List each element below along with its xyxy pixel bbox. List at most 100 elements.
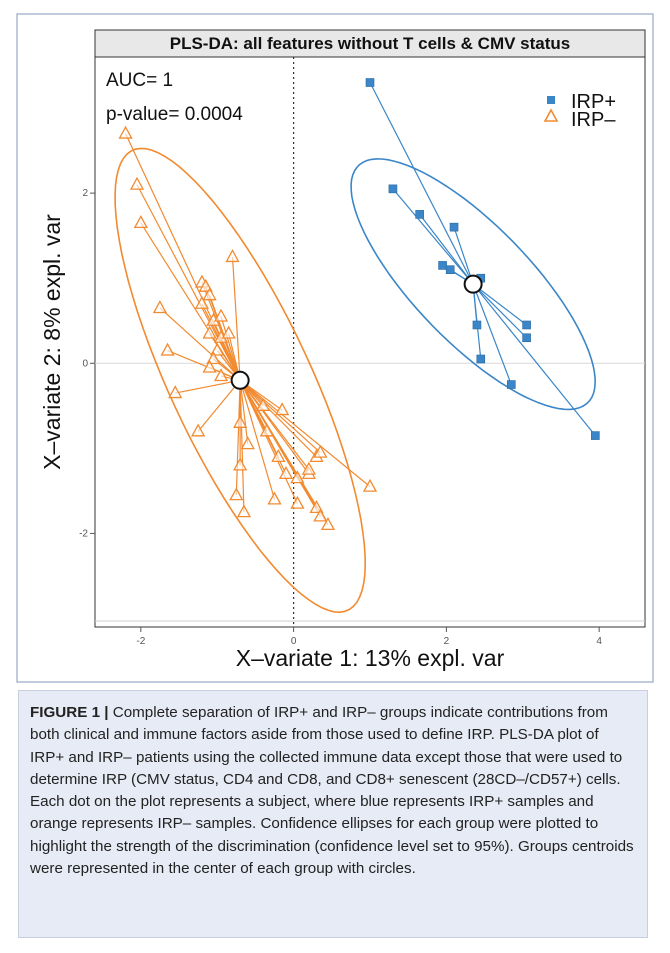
figure-frame — [16, 13, 654, 683]
data-point-irp-neg — [160, 342, 175, 356]
data-point-irp-neg — [278, 466, 294, 480]
x-tick-label: 4 — [596, 636, 602, 647]
data-point-irp-neg — [191, 423, 206, 437]
centroid-spoke-irp-pos — [472, 283, 527, 326]
centroid-spoke-irp-neg — [231, 256, 241, 381]
y-tick-label: 2 — [82, 188, 88, 199]
data-point-irp-neg — [194, 295, 210, 309]
data-point-irp-neg — [206, 351, 221, 365]
centroid-spoke-irp-pos — [419, 214, 474, 285]
data-point-irp-neg — [320, 517, 336, 531]
figure-caption: FIGURE 1 | Complete separation of IRP+ a… — [30, 702, 635, 880]
legend-marker-irp-pos — [547, 96, 555, 104]
data-point-irp-neg — [202, 287, 217, 301]
data-point-irp-pos — [365, 78, 375, 87]
y-axis-label: X–variate 2: 8% expl. var — [39, 214, 65, 470]
y-tick-label: 0 — [82, 358, 88, 369]
auc-annotation: AUC= 1 — [106, 70, 173, 91]
data-point-irp-neg — [240, 436, 255, 450]
centroid-spoke-irp-neg — [175, 379, 241, 394]
legend-label-irp-neg: IRP– — [571, 109, 616, 131]
data-point-irp-pos — [415, 210, 424, 219]
x-tick-label: -2 — [136, 636, 145, 647]
centroid-spoke-irp-neg — [239, 380, 245, 513]
data-point-irp-neg — [198, 278, 213, 292]
centroid-spoke-irp-neg — [239, 379, 317, 458]
data-point-irp-neg — [118, 125, 133, 139]
data-point-irp-neg — [229, 487, 244, 501]
data-point-irp-neg — [152, 300, 168, 314]
data-point-irp-neg — [233, 414, 248, 428]
centroid-spoke-irp-pos — [472, 283, 596, 436]
centroid-spoke-irp-neg — [235, 380, 241, 496]
centroid-spoke-irp-pos — [392, 188, 474, 285]
centroid-spoke-irp-pos — [472, 283, 528, 339]
plot-panel — [94, 56, 646, 628]
caption-body: Complete separation of IRP+ and IRP– gro… — [30, 704, 634, 878]
data-point-irp-neg — [362, 478, 378, 492]
data-point-irp-neg — [271, 448, 286, 463]
data-point-irp-neg — [225, 249, 240, 263]
data-point-irp-neg — [210, 342, 225, 356]
centroid-spoke-irp-neg — [159, 307, 241, 381]
data-point-irp-neg — [236, 504, 252, 518]
data-point-irp-pos — [522, 320, 531, 330]
centroid-spoke-irp-pos — [453, 226, 474, 285]
data-point-irp-pos — [445, 265, 455, 274]
centroid-spoke-irp-neg — [239, 379, 310, 470]
data-point-irp-neg — [213, 308, 229, 322]
centroid-irp-pos — [463, 274, 483, 294]
data-point-irp-neg — [221, 325, 236, 339]
data-point-irp-neg — [255, 397, 271, 411]
data-point-irp-pos — [591, 431, 600, 440]
caption-label: FIGURE 1 | — [30, 704, 109, 721]
confidence-ellipse-irp-neg — [114, 147, 367, 614]
data-point-irp-neg — [133, 215, 148, 229]
centroid-spoke-irp-neg — [239, 379, 371, 488]
data-point-irp-neg — [309, 500, 324, 514]
data-point-irp-neg — [275, 402, 290, 416]
pls-da-chart: PLS-DA: all features without T cells & C… — [16, 13, 654, 683]
data-point-irp-neg — [290, 495, 305, 509]
chart-title: PLS-DA: all features without T cells & C… — [170, 34, 571, 53]
y-tick-label: -2 — [79, 528, 88, 539]
centroid-spoke-irp-neg — [239, 380, 276, 500]
data-point-irp-pos — [507, 380, 516, 389]
caption-box — [18, 690, 648, 938]
confidence-ellipse-irp-pos — [350, 158, 596, 411]
centroid-spoke-irp-neg — [239, 379, 321, 454]
data-point-irp-neg — [202, 359, 217, 373]
centroid-spoke-irp-neg — [239, 379, 329, 526]
data-point-irp-neg — [290, 470, 305, 484]
x-tick-label: 2 — [444, 636, 450, 647]
data-point-irp-neg — [213, 368, 229, 382]
centroid-irp-neg — [230, 370, 250, 390]
legend-marker-irp-neg — [543, 108, 559, 122]
x-axis-label: X–variate 1: 13% expl. var — [236, 645, 505, 671]
x-tick-label: 0 — [291, 636, 297, 647]
data-point-irp-neg — [313, 508, 328, 522]
centroid-spoke-irp-pos — [472, 283, 512, 385]
data-point-irp-pos — [388, 184, 398, 194]
data-point-irp-neg — [129, 176, 145, 190]
pvalue-annotation: p-value= 0.0004 — [106, 104, 243, 125]
data-point-irp-pos — [449, 222, 459, 232]
centroid-spoke-irp-neg — [136, 184, 241, 381]
centroid-spoke-irp-neg — [197, 379, 241, 432]
data-point-irp-pos — [522, 333, 531, 343]
centroid-spoke-irp-neg — [239, 380, 298, 504]
data-point-irp-pos — [472, 320, 482, 330]
data-point-irp-pos — [438, 261, 447, 270]
data-point-irp-pos — [476, 354, 486, 364]
data-point-irp-neg — [267, 491, 282, 505]
data-point-irp-neg — [301, 461, 316, 475]
data-point-irp-neg — [202, 325, 217, 339]
data-point-irp-neg — [233, 457, 248, 471]
data-point-irp-neg — [259, 423, 274, 437]
centroid-spoke-irp-neg — [239, 380, 249, 445]
legend-label-irp-pos: IRP+ — [571, 91, 616, 113]
data-point-irp-neg — [313, 444, 328, 458]
centroid-spoke-irp-pos — [369, 82, 474, 285]
data-point-irp-neg — [168, 385, 183, 399]
